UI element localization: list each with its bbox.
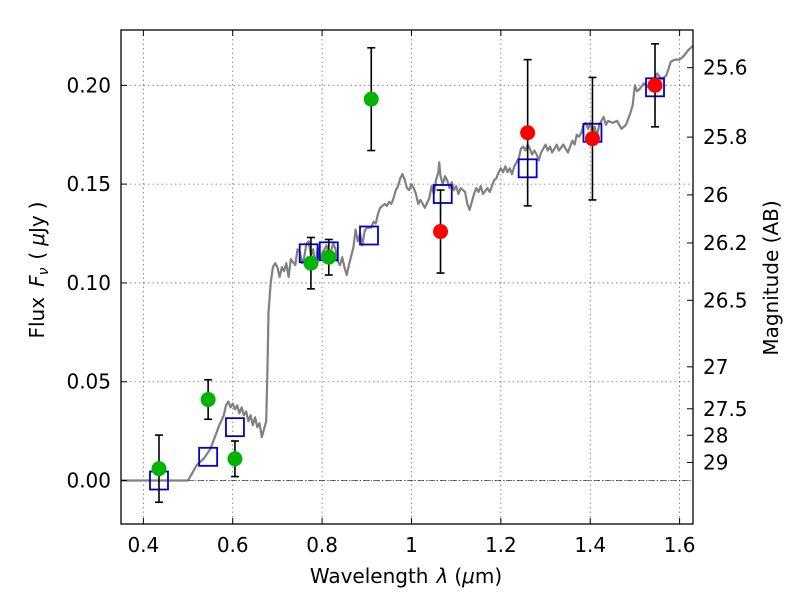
optical-detection-point xyxy=(227,451,243,467)
mag-tick-label: 27.5 xyxy=(703,397,748,421)
x-tick-label: 1 xyxy=(405,533,418,557)
mag-tick-label: 27 xyxy=(703,355,728,379)
y-tick-label: 0.10 xyxy=(66,271,111,295)
model-photometry-marker xyxy=(225,417,245,438)
optical-detection-point xyxy=(363,91,379,107)
optical-detection-point xyxy=(151,461,167,477)
optical-detection-point xyxy=(321,249,337,265)
y2-axis-title: Magnitude (AB) xyxy=(759,200,783,355)
mag-tick-label: 26 xyxy=(703,183,728,207)
mag-tick-label: 28 xyxy=(703,423,728,447)
nir-detection-point xyxy=(520,125,536,141)
mag-tick-label: 25.8 xyxy=(703,125,748,149)
grid-lines xyxy=(121,30,693,524)
model-spectrum-line xyxy=(121,44,694,482)
model-photometry-marker xyxy=(198,446,219,467)
plot-frame xyxy=(120,29,694,525)
x-tick-label: 0.6 xyxy=(217,533,249,557)
model-photometry-marker xyxy=(359,225,379,246)
x-tick-label: 1.2 xyxy=(485,533,517,557)
y-axis-title: FluxFν(μJy) xyxy=(25,201,52,338)
mag-tick-label: 26.5 xyxy=(703,288,748,312)
y-tick-label: 0.05 xyxy=(66,370,111,394)
y-tick-label: 0.15 xyxy=(66,172,111,196)
x-tick-label: 1.6 xyxy=(664,533,696,557)
optical-detection-point xyxy=(303,255,319,271)
x-tick-label: 0.4 xyxy=(127,533,159,557)
y-tick-label: 0.00 xyxy=(66,469,111,493)
x-axis-title: Wavelength λ (μm) xyxy=(310,564,502,588)
axis-ticks: 0.4 0.6 0.8 1 1.2 1.4 1.6 0.00 0.05 0.10 0.15 0.20 2… xyxy=(66,30,748,557)
optical-detection-point xyxy=(200,392,216,408)
x-tick-label: 1.4 xyxy=(574,533,606,557)
nir-detection-point xyxy=(647,77,663,93)
mag-tick-label: 29 xyxy=(703,451,728,475)
y-tick-label: 0.20 xyxy=(66,73,111,97)
mag-tick-label: 26.2 xyxy=(703,231,748,255)
nir-detection-point xyxy=(584,131,600,147)
mag-tick-label: 25.6 xyxy=(703,56,748,80)
nir-detection-point xyxy=(433,224,449,240)
model-photometry-marker xyxy=(432,184,453,204)
x-tick-label: 0.8 xyxy=(306,533,338,557)
data-markers xyxy=(149,43,665,504)
